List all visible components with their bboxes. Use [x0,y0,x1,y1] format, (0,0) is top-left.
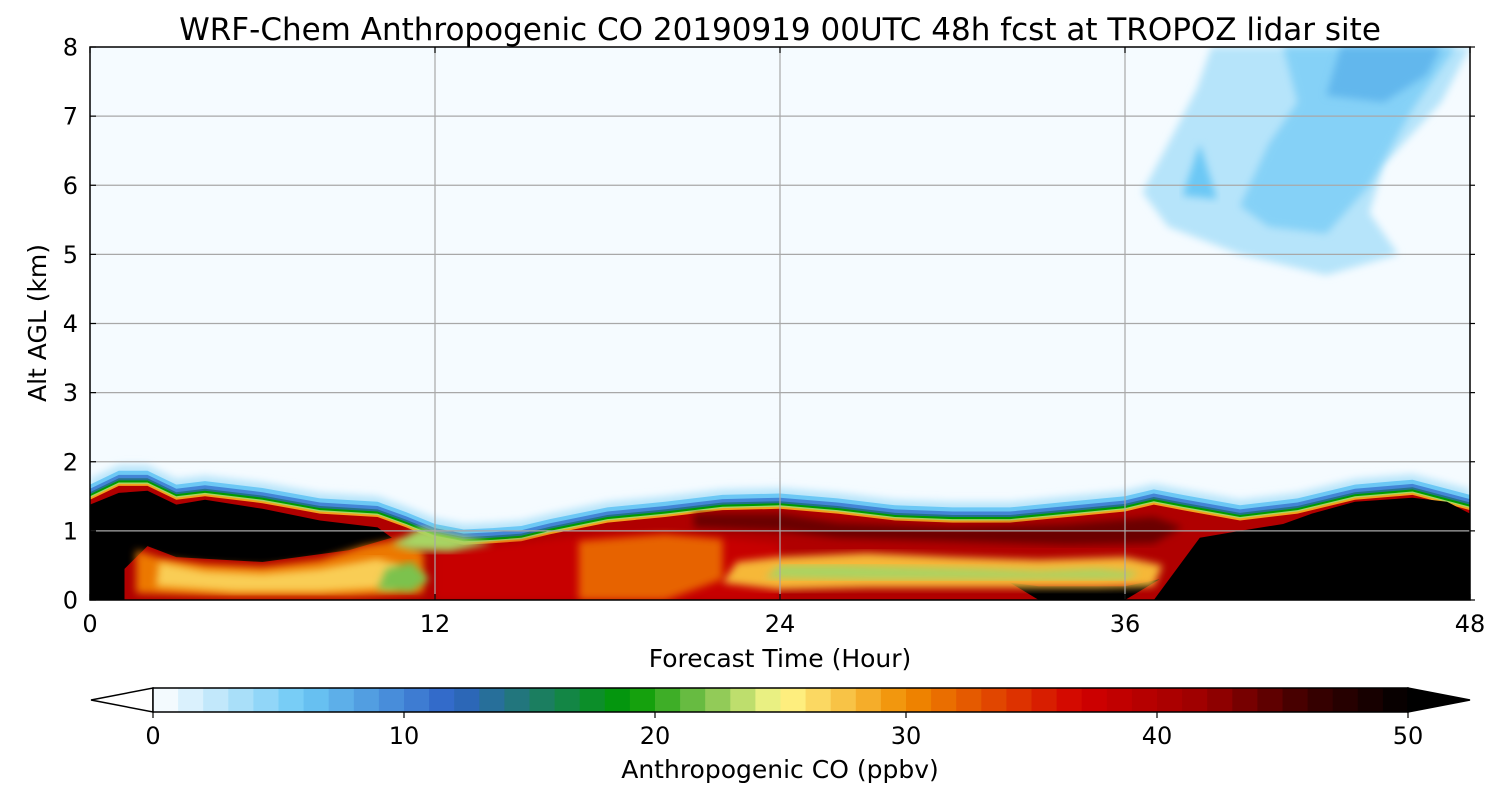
colorbar-step [680,688,706,712]
colorbar-tick-label: 20 [640,722,671,750]
colorbar-label: Anthropogenic CO (ppbv) [621,755,939,784]
colorbar-step [880,688,907,712]
y-tick-label: 4 [63,310,78,338]
co-column-orange [578,534,723,600]
colorbar-step [1006,688,1033,712]
colorbar-step [479,688,505,712]
colorbar-step [303,688,330,712]
y-axis-label: Alt AGL (km) [23,244,52,402]
colorbar-frame [152,687,1409,713]
colorbar-tick-label: 0 [145,722,160,750]
colorbar-step [153,688,179,712]
co-residual-layer [693,513,1183,545]
colorbar-step [1207,688,1233,712]
colorbar-step [604,688,631,712]
colorbar-step [1357,688,1384,712]
colorbar-step [203,688,229,712]
co-lens-left-yellow [156,558,401,592]
co-tongue-green [391,527,493,552]
co-upper-plume-core [1326,47,1442,103]
colorbar-over-arrow [1407,687,1471,713]
colorbar-step [1157,688,1183,712]
x-tick-label: 24 [765,610,796,638]
y-tick-label: 8 [63,34,78,62]
colorbar-step [228,688,254,712]
co-core-bottom [1010,579,1160,600]
x-tick-label: 12 [420,610,451,638]
colorbar-steps [153,688,1409,712]
x-tick-label: 36 [1110,610,1141,638]
y-axis-ticks: 0 1 2 3 4 5 6 7 8 [63,34,1475,615]
co-core-left [90,490,392,600]
colorbar-step [931,688,957,712]
colorbar-step [328,688,355,712]
colorbar-under-arrow [90,687,154,713]
colorbar-step [1257,688,1284,712]
co-upper-plume-mid [1240,47,1456,234]
colorbar-step [1182,688,1208,712]
colorbar-step [1282,688,1309,712]
colorbar-step [1031,688,1058,712]
colorbar-step [956,688,982,712]
colorbar-step [629,688,656,712]
colorbar-step [1382,688,1409,712]
colorbar-step [805,688,832,712]
colorbar-step [705,688,731,712]
colorbar-step [378,688,405,712]
colorbar-step [655,688,681,712]
colorbar-step [906,688,932,712]
colorbar-step [1332,688,1359,712]
colorbar-step [1081,688,1108,712]
colorbar-step [1232,688,1258,712]
y-tick-label: 6 [63,172,78,200]
colorbar-step [730,688,756,712]
colorbar-step [981,688,1007,712]
x-tick-label: 48 [1455,610,1486,638]
grid-lines [90,47,1470,600]
colorbar-step [579,688,606,712]
x-axis-ticks: 0 12 24 36 48 [82,47,1485,638]
colorbar-step [253,688,280,712]
colorbar-ticks: 0 10 20 30 40 50 [145,712,1423,750]
colorbar-tick-label: 30 [891,722,922,750]
colorbar-step [855,688,882,712]
y-tick-label: 0 [63,587,78,615]
y-tick-label: 5 [63,241,78,269]
colorbar-step [353,688,380,712]
colorbar-tick-label: 40 [1142,722,1173,750]
co-lens-left-green [377,562,430,592]
colorbar-tick-label: 10 [389,722,420,750]
colorbar-step [454,688,480,712]
co-lens-mid-green [765,565,1140,580]
y-tick-label: 3 [63,379,78,407]
colorbar-step [1056,688,1083,712]
colorbar-step [429,688,455,712]
x-axis-label: Forecast Time (Hour) [649,644,912,673]
colorbar-step [404,688,430,712]
colorbar-step [780,688,807,712]
x-tick-label: 0 [82,610,97,638]
colorbar-step [1131,688,1158,712]
colorbar-step [1106,688,1133,712]
colorbar-step [504,688,531,712]
y-tick-label: 7 [63,103,78,131]
y-tick-label: 1 [63,517,78,545]
y-tick-label: 2 [63,448,78,476]
chart-title: WRF-Chem Anthropogenic CO 20190919 00UTC… [179,12,1381,48]
colorbar-tick-label: 50 [1393,722,1424,750]
colorbar-step [178,688,204,712]
co-core-right [1153,497,1470,600]
colorbar-step [529,688,556,712]
colorbar-step [554,688,581,712]
colorbar-step [830,688,857,712]
colorbar-step [755,688,782,712]
colorbar-step [278,688,305,712]
colorbar: 0 10 20 30 40 50 Anthropogenic CO (ppbv) [90,687,1471,784]
colorbar-step [1307,688,1334,712]
